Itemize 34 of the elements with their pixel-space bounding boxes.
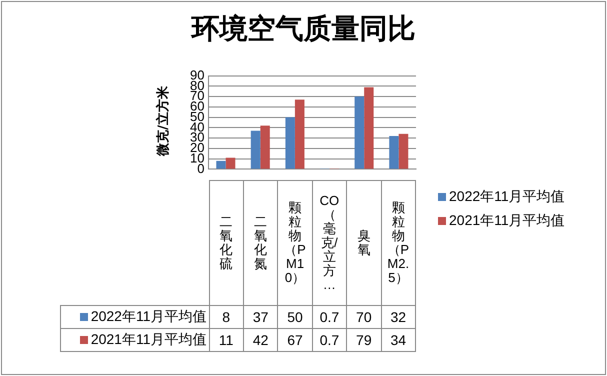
data-label: 37 — [243, 306, 278, 328]
x-tick-label: 颗粒物（PM2.5） — [381, 180, 416, 306]
chart-title: 环境空气质量同比 — [190, 11, 416, 47]
data-label: 8 — [209, 306, 244, 328]
x-tick-label: 二氧化氮 — [243, 180, 278, 306]
data-label: 67 — [278, 328, 312, 352]
data-label: 79 — [346, 328, 382, 352]
bar — [250, 130, 260, 169]
bar — [364, 87, 374, 169]
x-tick-label: 颗粒物（PM10） — [278, 180, 312, 306]
bar — [294, 100, 304, 169]
data-label: 34 — [381, 328, 416, 352]
text: 2022年11月平均值 — [90, 308, 206, 324]
x-tick-label: 二氧化硫 — [209, 180, 244, 306]
bar — [389, 136, 399, 169]
bar — [398, 134, 408, 169]
bar — [260, 126, 270, 169]
y-axis-title: 微克/立方米 — [154, 85, 172, 158]
data-label: 70 — [346, 306, 382, 328]
legend-label: 2022年11月平均值 — [448, 187, 565, 206]
text: 2021年11月平均值 — [90, 331, 206, 347]
bar — [226, 158, 236, 169]
data-label: 32 — [381, 306, 416, 328]
data-label: 0.7 — [312, 306, 347, 328]
bar — [354, 96, 364, 169]
data-label: 42 — [243, 328, 278, 352]
x-tick-label: CO（毫克/立方… — [312, 180, 347, 306]
bar — [216, 160, 226, 169]
legend-label: 2021年11月平均值 — [448, 211, 565, 230]
x-tick-label: 臭氧 — [346, 180, 382, 306]
data-label: 50 — [278, 306, 312, 328]
data-label: 11 — [209, 328, 244, 352]
data-label: 0.7 — [312, 328, 347, 352]
bar — [285, 117, 295, 169]
